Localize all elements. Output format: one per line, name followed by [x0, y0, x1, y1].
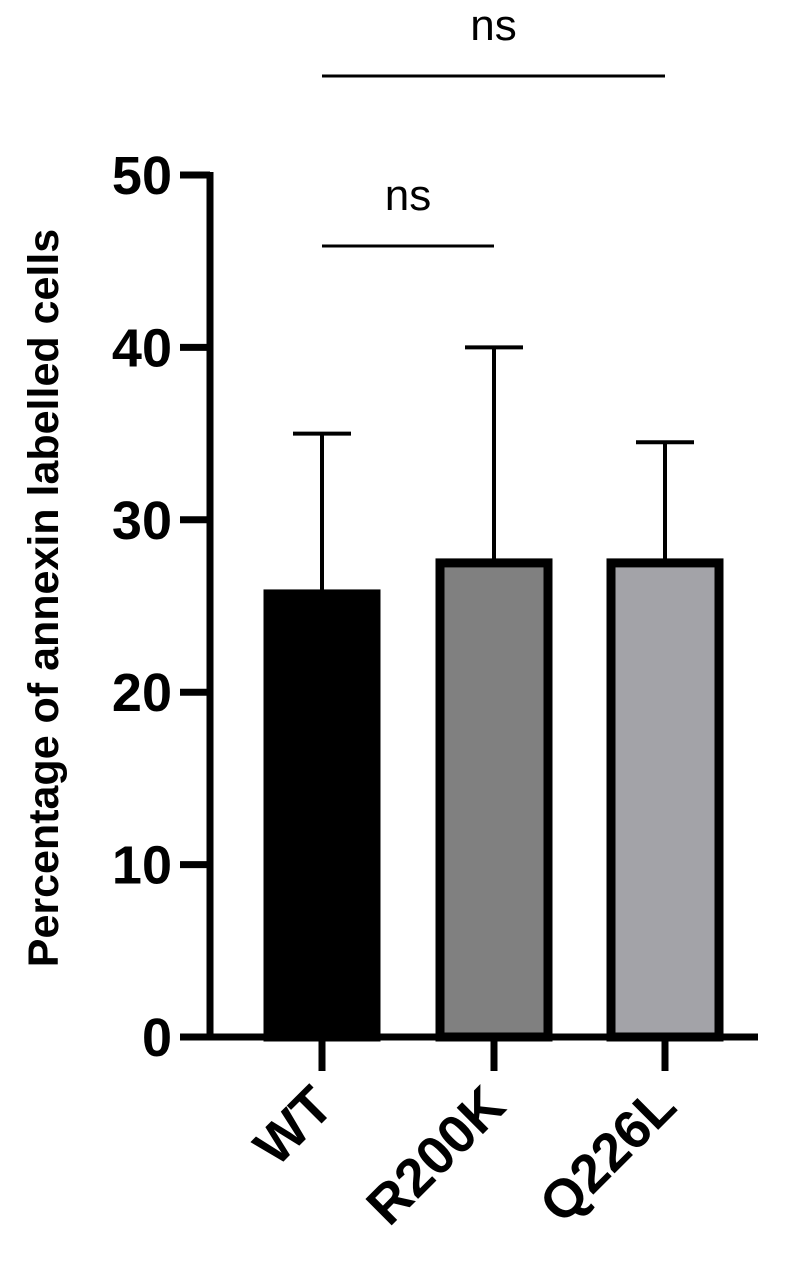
y-tick-label: 50 — [112, 146, 172, 206]
significance-label: ns — [470, 1, 516, 50]
y-tick-label: 0 — [142, 1008, 172, 1068]
x-tick-label-wt: WT — [243, 1075, 345, 1177]
bars — [263, 558, 724, 1042]
y-axis-label: Percentage of annexin labelled cells — [20, 229, 68, 967]
y-tick-label: 10 — [112, 836, 172, 896]
x-axis: WT R200K Q226L — [207, 1033, 758, 1236]
y-tick-label: 30 — [112, 491, 172, 551]
significance-label: ns — [385, 171, 431, 220]
bar-wt — [263, 589, 381, 1042]
y-axis: 0 10 20 30 40 50 — [112, 146, 214, 1068]
bar-r200k — [435, 558, 553, 1042]
error-bars — [293, 345, 694, 594]
y-tick-label: 40 — [112, 318, 172, 378]
bar-q226l — [606, 558, 724, 1042]
x-tick-label-q226l: Q226L — [528, 1075, 687, 1234]
x-tick-label-r200k: R200K — [355, 1075, 516, 1236]
significance-annotations: ns ns — [322, 1, 665, 248]
y-tick-label: 20 — [112, 663, 172, 723]
